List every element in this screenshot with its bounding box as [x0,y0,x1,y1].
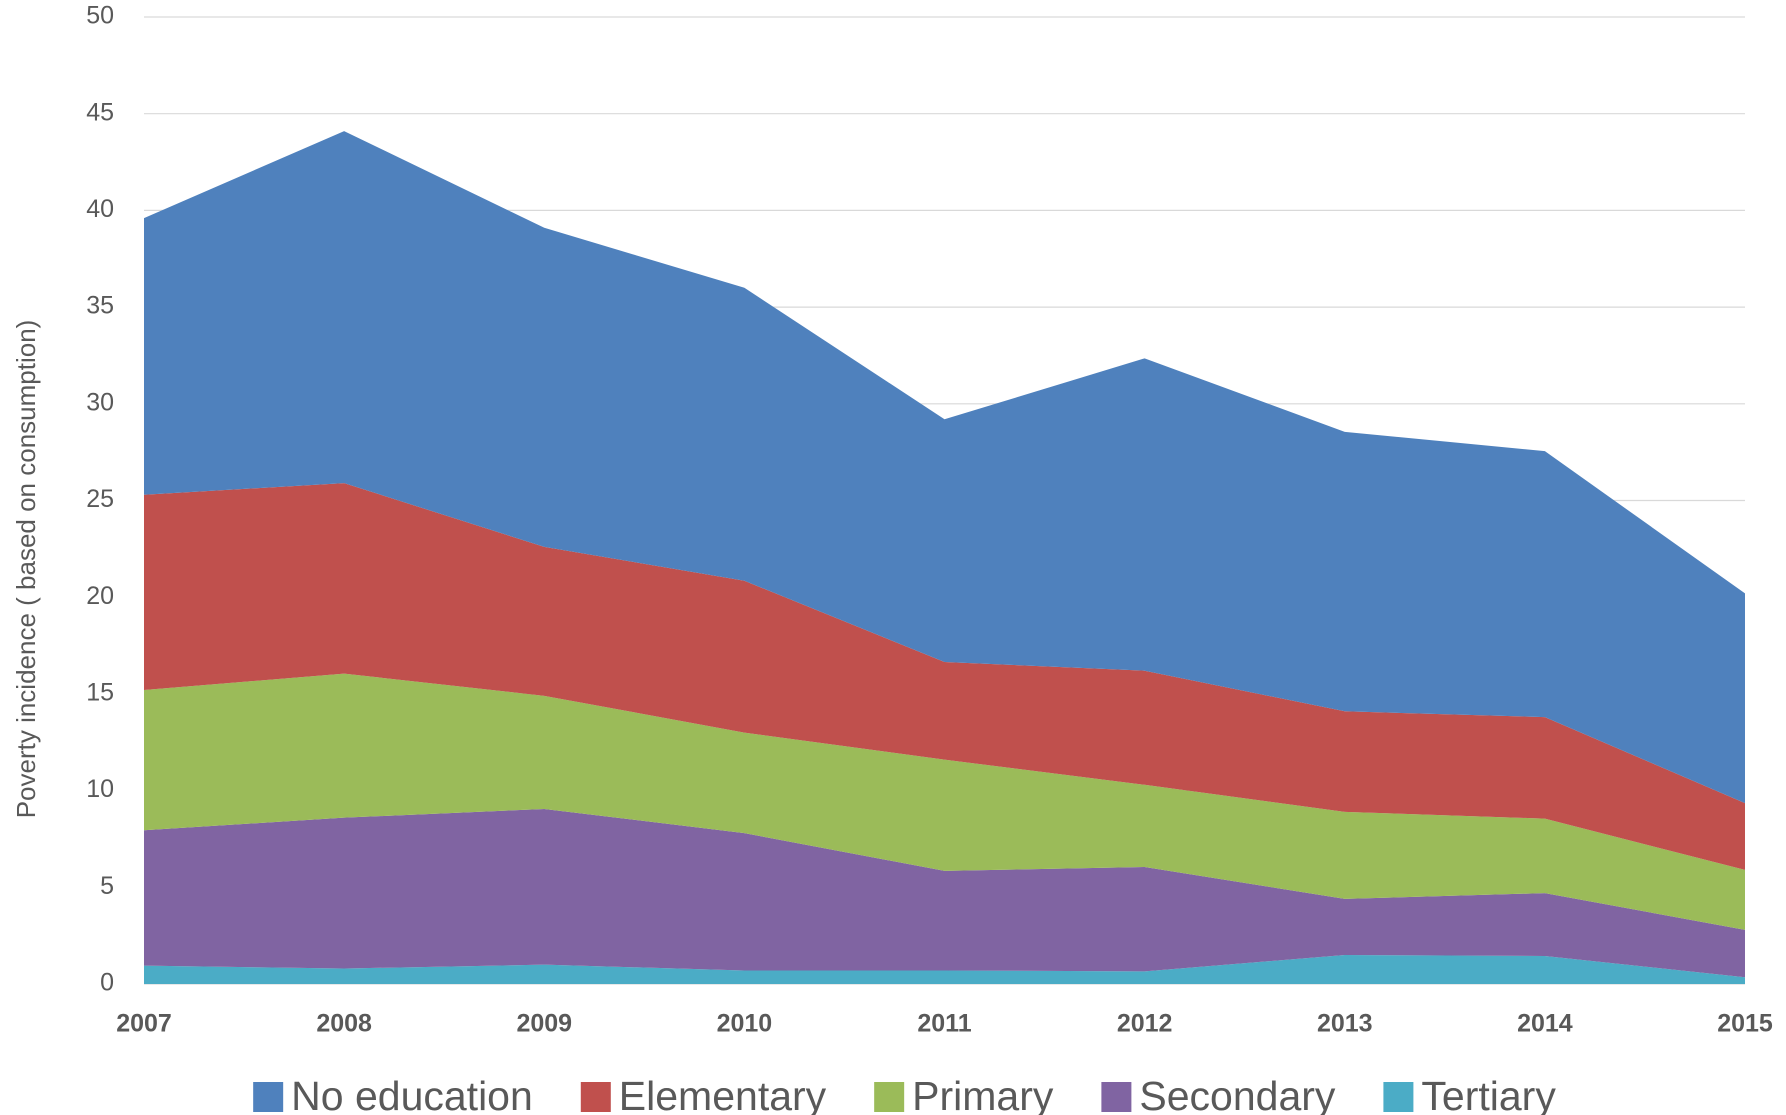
x-tick-label: 2011 [917,1010,971,1038]
legend-label: Primary [912,1073,1054,1115]
legend-swatch [253,1082,284,1112]
y-tick-label: 35 [86,292,114,320]
x-tick-label: 2010 [717,1010,773,1038]
x-tick-label: 2008 [316,1010,372,1038]
y-tick-label: 20 [86,582,114,610]
area [144,808,1745,978]
x-tick-label: 2015 [1717,1010,1773,1038]
x-tick-label: 2007 [116,1010,172,1038]
x-tick-label: 2012 [1117,1010,1173,1038]
y-axis-label: Poverty incidence ( based on consumption… [11,320,41,819]
y-tick-label: 45 [86,98,114,126]
legend-label: No education [291,1073,533,1115]
area [144,673,1745,930]
y-tick-label: 15 [86,679,114,707]
legend-label: Tertiary [1421,1073,1556,1115]
y-tick-label: 5 [100,872,114,900]
legend-label: Elementary [619,1073,827,1115]
y-tick-label: 10 [86,775,114,803]
area [144,954,1745,984]
y-tick-label: 0 [100,969,114,997]
x-tick-label: 2009 [516,1010,572,1038]
legend: No education Elementary Primary Secondary Te… [253,1073,1556,1115]
x-tick-label: 2014 [1517,1010,1573,1038]
y-tick-label: 40 [86,195,114,223]
y-tick-label: 30 [86,388,114,416]
area [144,483,1745,870]
area [144,131,1745,804]
legend-swatch [874,1082,905,1112]
y-tick-label: 50 [86,2,114,30]
x-tick-label: 2013 [1317,1010,1373,1038]
legend-swatch [1383,1082,1414,1112]
y-tick-label: 25 [86,485,114,513]
legend-swatch [580,1082,611,1112]
legend-label: Secondary [1139,1073,1336,1115]
legend-swatch [1101,1082,1132,1112]
